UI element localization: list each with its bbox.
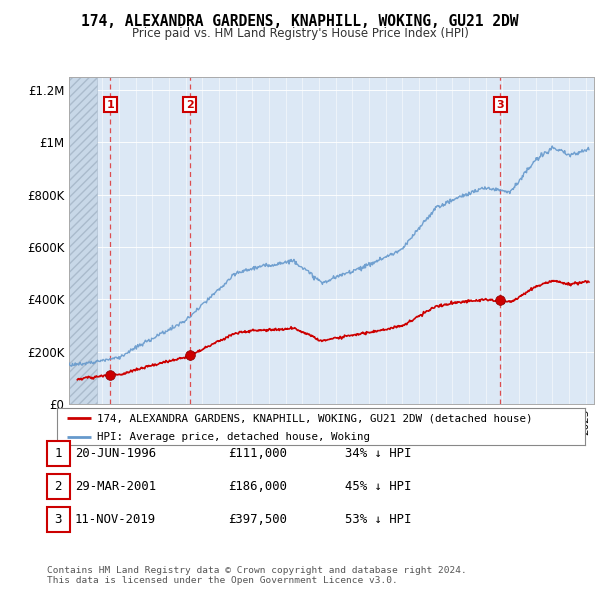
Text: 3: 3 xyxy=(496,100,504,110)
Text: 1: 1 xyxy=(55,447,62,460)
Text: 11-NOV-2019: 11-NOV-2019 xyxy=(75,513,156,526)
Text: HPI: Average price, detached house, Woking: HPI: Average price, detached house, Woki… xyxy=(97,432,370,442)
Text: Contains HM Land Registry data © Crown copyright and database right 2024.
This d: Contains HM Land Registry data © Crown c… xyxy=(47,566,467,585)
Text: 1: 1 xyxy=(106,100,114,110)
Text: 45% ↓ HPI: 45% ↓ HPI xyxy=(345,480,412,493)
Text: 20-JUN-1996: 20-JUN-1996 xyxy=(75,447,156,460)
Text: 2: 2 xyxy=(55,480,62,493)
Text: 34% ↓ HPI: 34% ↓ HPI xyxy=(345,447,412,460)
Text: £397,500: £397,500 xyxy=(228,513,287,526)
Bar xyxy=(69,77,97,404)
Text: £186,000: £186,000 xyxy=(228,480,287,493)
Text: 174, ALEXANDRA GARDENS, KNAPHILL, WOKING, GU21 2DW: 174, ALEXANDRA GARDENS, KNAPHILL, WOKING… xyxy=(81,14,519,29)
Text: Price paid vs. HM Land Registry's House Price Index (HPI): Price paid vs. HM Land Registry's House … xyxy=(131,27,469,40)
Text: 3: 3 xyxy=(55,513,62,526)
Text: 2: 2 xyxy=(186,100,194,110)
Text: 29-MAR-2001: 29-MAR-2001 xyxy=(75,480,156,493)
Text: £111,000: £111,000 xyxy=(228,447,287,460)
Text: 53% ↓ HPI: 53% ↓ HPI xyxy=(345,513,412,526)
Text: 174, ALEXANDRA GARDENS, KNAPHILL, WOKING, GU21 2DW (detached house): 174, ALEXANDRA GARDENS, KNAPHILL, WOKING… xyxy=(97,414,532,423)
